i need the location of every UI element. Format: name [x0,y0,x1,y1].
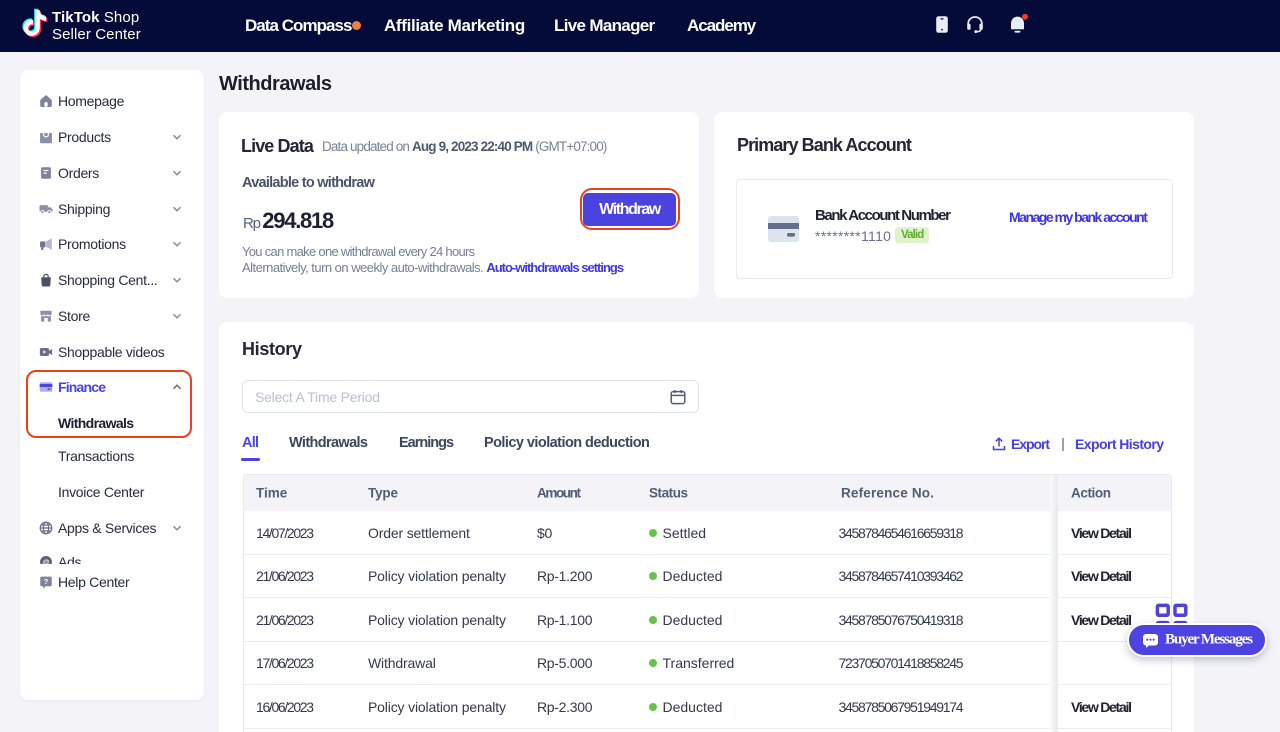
svg-text:@: @ [43,560,50,567]
svg-text:?: ? [44,577,49,586]
